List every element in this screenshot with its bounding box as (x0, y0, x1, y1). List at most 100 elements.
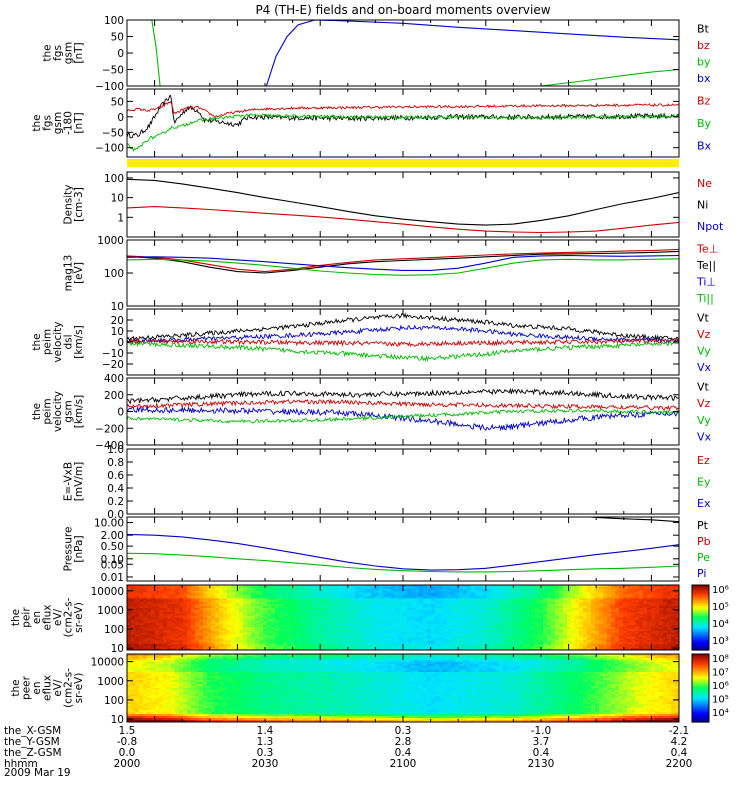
y-axis-label: gsm (63, 400, 75, 422)
y-axis-label: [nT] (73, 112, 85, 133)
y-axis-label: fgs (52, 45, 64, 61)
y-axis-label: [km/s] (73, 325, 85, 359)
x-tick-label: -0.8 (117, 736, 138, 748)
legend-entry: Vy (697, 414, 711, 427)
y-axis-label: E=-VxB (63, 462, 75, 501)
y-tick-label: −400 (95, 440, 124, 452)
y-tick-label: 100 (104, 624, 124, 636)
legend-entry: Ti⊥ (696, 275, 716, 288)
y-tick-label: 10 (111, 714, 124, 726)
legend-entry: Ey (697, 476, 711, 489)
series-temp-ti (127, 258, 679, 276)
legend-entry: Pe (697, 551, 710, 564)
series-pressure-pi (127, 533, 679, 571)
status-bar (127, 159, 679, 167)
legend-entry: Ex (697, 497, 711, 510)
colorbar-label: 10⁴ (712, 708, 729, 719)
panel-pressure: 10.002.000.500.100.050.01 Pressure[nPa] Pt… (63, 516, 711, 584)
series-density-ne (127, 206, 679, 234)
y-tick-label: 0.05 (101, 559, 124, 571)
series-temp-te (127, 250, 679, 274)
y-tick-label: −100 (95, 81, 124, 93)
y-tick-label: 1000 (97, 676, 124, 688)
x-axis-row-label: the_Y-GSM (4, 736, 60, 748)
legend-entry: Vx (697, 361, 712, 374)
legend-entry: Bz (697, 94, 711, 107)
panel-frame (126, 88, 680, 158)
colorbar-label: 10⁸ (712, 654, 729, 665)
x-tick-label: 2030 (252, 758, 279, 770)
y-axis-label: [nT] (73, 42, 85, 63)
y-axis-label: gsm (63, 42, 75, 64)
y-axis-label: [mV/m] (73, 462, 85, 501)
colorbar-label: 10⁵ (712, 695, 729, 706)
y-tick-label: 100 (104, 695, 124, 707)
legend-entry: Vz (697, 397, 711, 410)
x-tick-label: 0.3 (395, 725, 412, 737)
y-tick-label: 10 (111, 193, 124, 205)
y-axis-label: eflux (42, 675, 54, 701)
figure-title: P4 (TH-E) fields and on-board moments ov… (255, 3, 550, 17)
y-axis-label: peim (42, 398, 54, 424)
y-axis-label: [km/s] (73, 395, 85, 429)
x-axis-row-label: hhmm (4, 758, 38, 770)
y-axis-label: [nPa] (73, 535, 85, 562)
legend-entry: Ne (697, 177, 712, 190)
legend-entry: Pt (697, 519, 709, 532)
x-tick-label: 2100 (390, 758, 417, 770)
y-tick-label: 1000 (97, 235, 124, 247)
legend-entry: Vx (697, 431, 712, 444)
x-tick-label: 0.3 (257, 747, 274, 759)
legend-entry: Ni (697, 199, 708, 212)
colorbar-ion_spec: 10⁶ 10⁵ 10⁴ 10³ (691, 584, 729, 651)
y-axis-label: -180 (63, 111, 75, 135)
y-tick-label: 2.00 (101, 530, 124, 542)
y-tick-label: 1.0 (107, 444, 124, 456)
y-axis-label: sr-eV) (73, 673, 85, 704)
colorbar-label: 10³ (712, 636, 729, 647)
y-axis-label: Pressure (63, 527, 75, 572)
y-tick-label: 20 (111, 315, 124, 327)
y-axis-label: gsm (52, 112, 64, 134)
colorbar-label: 10⁵ (712, 602, 729, 613)
y-axis-label: sr-eV) (73, 602, 85, 633)
y-tick-label: 0.01 (101, 572, 124, 584)
x-tick-label: 4.2 (671, 736, 688, 748)
y-tick-label: 1000 (97, 605, 124, 617)
y-axis-label: en (31, 681, 43, 694)
y-tick-label: −200 (95, 423, 124, 435)
colorbar-elec_spec: 10⁸ 10⁷ 10⁶ 10⁵ 10⁴ (691, 653, 729, 723)
x-axis-table: the_X-GSMthe_Y-GSMthe_Z-GSMhhmm1.5-0.80.… (4, 725, 692, 770)
series-pressure-pe (127, 552, 679, 573)
y-tick-label: 10000 (91, 657, 124, 669)
legend-entry: Bt (697, 22, 710, 35)
y-tick-label: 10 (111, 326, 124, 338)
legend-entry: By (697, 117, 712, 130)
y-axis-label: the (31, 333, 43, 350)
series-velocity_gsm-vy (127, 408, 679, 424)
y-tick-label: 0 (117, 337, 124, 349)
y-tick-label: −50 (102, 127, 124, 139)
legend-entry: Npot (697, 220, 724, 233)
y-tick-label: 10 (111, 301, 124, 313)
y-axis-label: peer (21, 675, 33, 700)
series-fgs-by (151, 20, 161, 86)
y-tick-label: 0.4 (107, 483, 124, 495)
y-tick-label: 0.6 (107, 470, 124, 482)
legend-entry: by (697, 55, 711, 68)
panel-frame (126, 239, 680, 307)
panel-density: 100 10 1 Density[cm-3] Ne Ni Npot (63, 171, 724, 238)
x-axis-row-label: the_X-GSM (4, 725, 61, 737)
legend-entry: Bx (697, 140, 712, 153)
y-tick-label: 1 (117, 212, 124, 224)
y-tick-label: 10 (111, 643, 124, 655)
y-axis-label: eV/ (52, 679, 64, 697)
y-tick-label: 0.0 (107, 509, 124, 521)
x-tick-label: -1.0 (531, 725, 552, 737)
x-tick-label: -2.1 (669, 725, 690, 737)
y-axis-label: the (10, 679, 22, 696)
